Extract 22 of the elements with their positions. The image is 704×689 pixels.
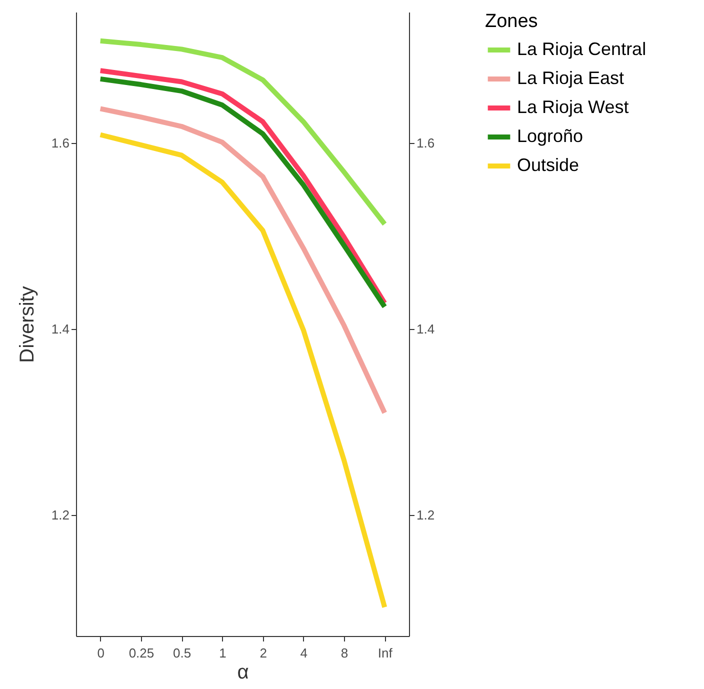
legend-label: La Rioja West [517,97,629,117]
legend-label: Outside [517,155,580,175]
y-axis-title: Diversity [16,286,38,363]
x-tick-label: 0.5 [173,646,192,660]
y-tick-label: 1.2 [51,508,70,523]
legend-title: Zones [485,11,538,32]
x-tick-label: Inf [378,646,393,660]
y-tick-label: 1.4 [51,322,70,337]
x-tick-label: 8 [340,646,348,660]
legend-label: La Rioja Central [517,39,646,59]
y-tick-label: 1.6 [51,136,70,151]
x-tick-label: 4 [300,646,308,660]
x-tick-label: 0 [97,646,104,660]
x-tick-label: 2 [260,646,267,660]
x-axis-title: α [237,662,249,684]
x-tick-label: 1 [219,646,226,660]
x-tick-label: 0.25 [128,646,154,660]
y2-tick-label: 1.6 [416,136,435,151]
y2-tick-label: 1.2 [416,508,435,523]
legend-label: Logroño [517,126,584,146]
y2-tick-label: 1.4 [416,322,435,337]
legend-label: La Rioja East [517,68,624,88]
